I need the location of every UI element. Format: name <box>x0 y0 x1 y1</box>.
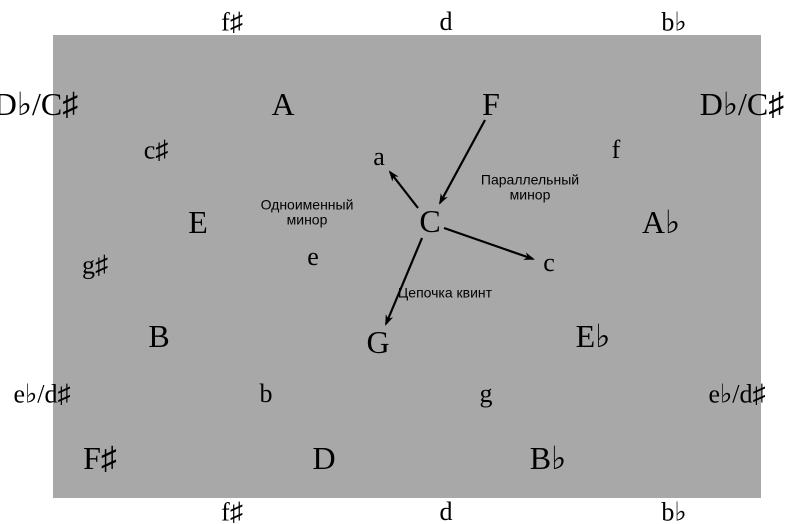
note-bflat-top: b♭ <box>661 9 686 36</box>
note-bflat-bot: b♭ <box>661 499 686 524</box>
note-Fsharp: F♯ <box>83 442 117 474</box>
note-A: A <box>271 88 294 120</box>
note-g: g <box>480 381 493 407</box>
note-G: G <box>366 326 389 358</box>
note-Aflat: A♭ <box>642 206 680 238</box>
note-fsharp-bot: f♯ <box>221 499 243 524</box>
note-F: F <box>482 88 500 120</box>
note-Eflat: E♭ <box>576 320 611 352</box>
note-D: D <box>312 442 335 474</box>
label-parallel: Параллельныйминор <box>481 173 579 204</box>
note-DbCsharp-right: D♭/C♯ <box>700 88 784 120</box>
note-e: e <box>307 244 319 270</box>
note-B: B <box>148 320 169 352</box>
note-d-top: d <box>440 9 453 35</box>
note-E: E <box>188 206 208 238</box>
note-b: b <box>260 381 273 407</box>
note-f: f <box>612 137 621 163</box>
note-fsharp-top: f♯ <box>221 9 243 36</box>
note-ebdsharp-right: e♭/d♯ <box>708 381 765 408</box>
note-a: a <box>373 144 385 170</box>
note-ebdsharp-left: e♭/d♯ <box>13 381 70 408</box>
note-c: c <box>543 250 555 276</box>
note-csharp: c♯ <box>144 137 169 164</box>
gray-background-box <box>53 35 761 498</box>
note-d-bot: d <box>440 499 453 524</box>
note-Bflat: B♭ <box>530 442 566 474</box>
note-DbCsharp-left: D♭/C♯ <box>0 88 78 120</box>
label-odnoimennyi: Одноименныйминор <box>261 198 354 229</box>
label-chain: Цепочка квинт <box>398 285 492 300</box>
note-gsharp: g♯ <box>82 252 108 279</box>
note-C: C <box>419 205 440 237</box>
